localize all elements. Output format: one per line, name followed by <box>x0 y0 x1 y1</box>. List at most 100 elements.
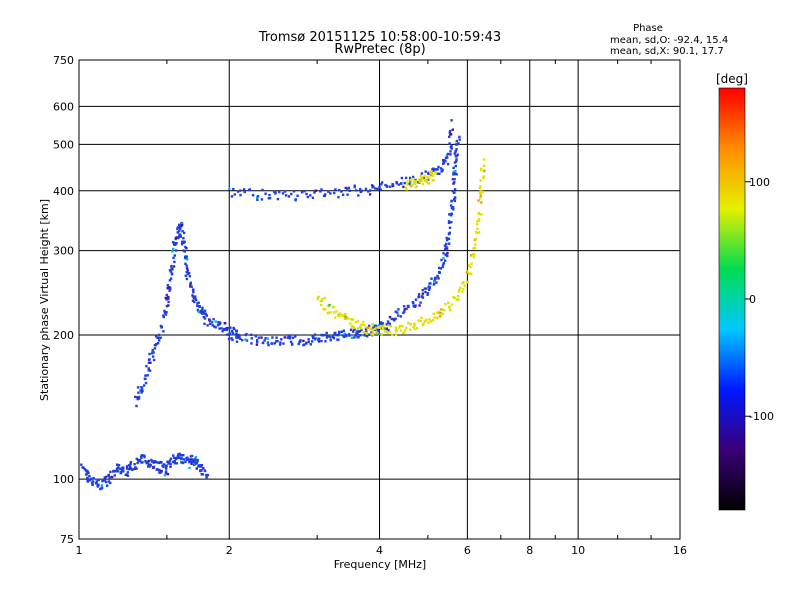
data-point <box>223 328 227 331</box>
data-point <box>340 190 343 193</box>
data-point <box>395 329 398 333</box>
data-point <box>452 191 456 194</box>
data-point <box>169 462 172 466</box>
data-point <box>146 461 150 464</box>
data-point <box>409 328 412 331</box>
y-tick-label: 600 <box>53 100 74 113</box>
data-point <box>227 337 231 341</box>
data-point <box>480 201 483 204</box>
data-point <box>448 233 451 236</box>
data-point <box>452 296 455 299</box>
data-point <box>311 334 314 338</box>
data-point <box>164 296 167 300</box>
data-point <box>182 454 185 457</box>
data-point <box>476 220 479 223</box>
data-point <box>441 169 444 172</box>
data-point <box>125 473 128 476</box>
data-point <box>382 324 385 328</box>
data-point <box>391 183 394 186</box>
data-point <box>250 333 253 336</box>
data-point <box>399 329 403 332</box>
data-point <box>143 454 146 457</box>
data-point <box>127 468 130 471</box>
data-point <box>188 466 191 470</box>
data-point <box>87 478 90 481</box>
data-point <box>168 461 171 464</box>
data-point <box>332 305 336 309</box>
data-point <box>260 198 264 201</box>
data-point <box>325 336 329 339</box>
data-point <box>479 179 482 182</box>
data-point <box>174 236 178 239</box>
data-point <box>320 339 323 343</box>
data-point <box>413 327 416 331</box>
data-point <box>432 312 436 316</box>
data-point <box>338 188 341 192</box>
data-point <box>345 317 349 320</box>
data-point <box>378 332 381 336</box>
data-point <box>158 339 161 342</box>
data-point <box>172 256 175 260</box>
data-point <box>335 310 338 313</box>
data-point <box>268 193 271 197</box>
data-point <box>165 304 169 308</box>
data-point <box>429 171 433 174</box>
data-point <box>184 256 187 260</box>
data-point <box>190 285 193 288</box>
data-point <box>423 287 426 290</box>
data-point <box>255 338 259 342</box>
data-point <box>365 330 368 333</box>
data-point <box>97 478 100 482</box>
data-point <box>363 324 366 327</box>
data-point <box>329 311 332 314</box>
data-point <box>447 220 451 223</box>
data-point <box>323 333 326 337</box>
data-point <box>189 283 192 286</box>
data-point <box>421 178 424 181</box>
data-point <box>412 175 415 179</box>
data-point <box>231 338 234 342</box>
data-point <box>274 191 277 194</box>
y-tick-label: 75 <box>60 533 74 546</box>
data-point <box>380 181 384 184</box>
data-point <box>201 310 205 313</box>
data-point <box>195 467 198 470</box>
data-point <box>160 469 163 473</box>
data-point <box>152 355 155 358</box>
data-point <box>451 189 454 193</box>
colorbar-tick-label: 100 <box>749 176 770 189</box>
data-point <box>162 314 165 317</box>
data-point <box>388 315 392 319</box>
data-point <box>200 469 203 472</box>
data-point <box>179 235 182 238</box>
data-point <box>146 374 149 377</box>
data-point <box>194 295 197 298</box>
data-point <box>288 335 292 339</box>
data-point <box>349 322 352 325</box>
data-point <box>163 474 167 477</box>
data-point <box>186 258 189 261</box>
data-point <box>95 480 98 483</box>
data-point <box>437 266 441 270</box>
data-point <box>131 468 134 471</box>
data-point <box>225 328 229 331</box>
data-point <box>218 327 221 330</box>
data-point <box>133 463 136 466</box>
data-point <box>350 336 354 339</box>
data-point <box>431 167 434 171</box>
x-axis-label: Frequency [MHz] <box>334 558 426 571</box>
data-point <box>159 324 163 328</box>
data-point <box>171 250 174 253</box>
data-point <box>354 334 357 337</box>
data-point <box>216 324 220 327</box>
data-point <box>141 461 145 464</box>
data-point <box>297 342 300 346</box>
data-point <box>436 168 439 171</box>
data-point <box>438 172 441 175</box>
data-point <box>372 326 375 329</box>
data-point <box>180 457 183 460</box>
data-point <box>476 223 479 226</box>
data-point <box>107 473 111 477</box>
data-point <box>341 193 345 196</box>
data-point <box>453 181 456 184</box>
